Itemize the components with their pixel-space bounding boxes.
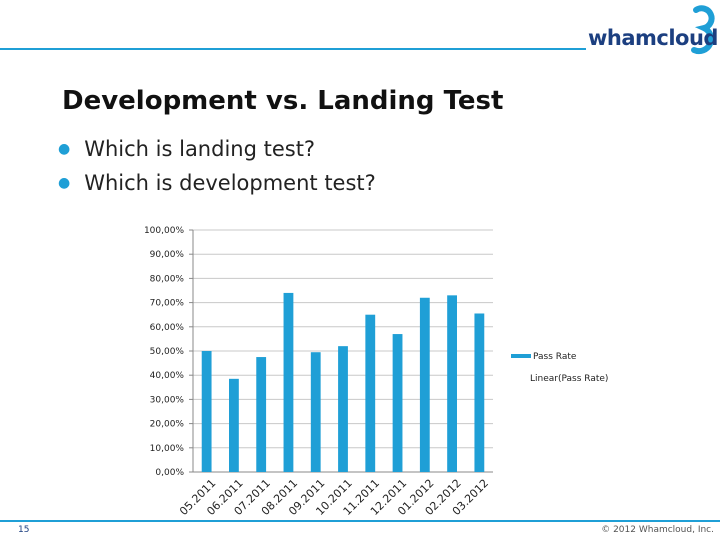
legend-label-pass-rate: Pass Rate [533,352,577,362]
footer-rule [0,520,720,522]
bullet-item: ● Which is development test? [58,168,376,202]
legend-label-trendline: Linear(Pass Rate) [530,374,608,384]
bullet-text: Which is landing test? [84,137,316,161]
copyright-text: © 2012 Whamcloud, Inc. [601,525,714,535]
bullet-item: ● Which is landing test? [58,134,376,168]
bullet-list: ● Which is landing test? ● Which is develo… [58,134,376,202]
bar [419,297,430,472]
y-tick-label: 40,00% [150,371,185,381]
y-tick-label: 70,00% [150,299,185,309]
logo-swirl-icon [691,5,715,55]
bar [310,352,321,472]
y-tick-label: 20,00% [150,420,185,430]
header-rule [0,48,586,50]
y-tick-label: 90,00% [150,250,185,260]
bar [447,295,457,472]
y-tick-label: 100,00% [144,226,184,236]
bullet-icon: ● [58,175,71,191]
pass-rate-chart: 0,00% 10,00% 20,00% 30,00% 40,00% 50,00% 60,00… [144,226,608,518]
y-tick-label: 30,00% [150,395,185,405]
bar [256,357,267,472]
slide-title: Development vs. Landing Test [62,86,504,116]
bullet-text: Which is development test? [84,171,376,195]
bar [229,378,239,472]
bar [283,292,294,472]
y-tick-label: 80,00% [150,274,185,284]
y-tick-label: 10,00% [150,444,185,454]
y-tick-label: 0,00% [155,468,184,478]
bar [392,334,403,472]
y-tick-label: 50,00% [150,347,185,357]
legend-swatch-pass-rate [511,354,531,358]
bar [201,351,212,472]
page-number: 15 [18,525,30,535]
logo-text: whamcloud [588,26,718,50]
y-tick-label: 60,00% [150,323,185,333]
bar [365,314,376,472]
whamcloud-logo: whamcloud [584,4,720,56]
bar [474,313,485,472]
bullet-icon: ● [58,141,71,157]
bar [338,346,348,472]
